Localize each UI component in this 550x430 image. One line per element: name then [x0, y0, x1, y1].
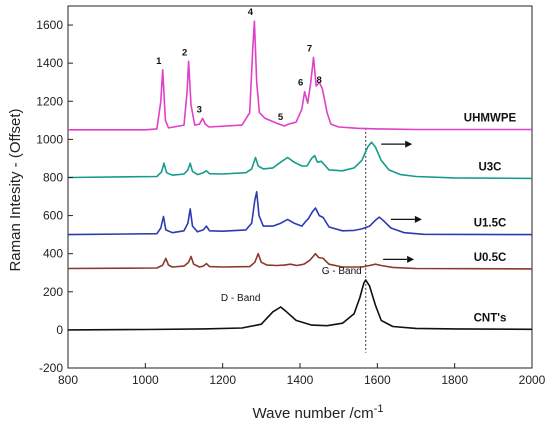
peak-label: 8 [317, 75, 322, 86]
y-tick-label: 200 [43, 285, 63, 299]
x-axis-title: Wave number /cm-1 [253, 403, 384, 422]
x-tick-label: 1800 [441, 373, 468, 387]
y-tick-label: 1000 [36, 132, 63, 146]
y-tick-label: 1600 [36, 18, 63, 32]
plot-area-frame [67, 5, 533, 369]
series-line-u1-5c [67, 191, 533, 236]
peak-label: 7 [307, 43, 312, 54]
x-tick-label: 1200 [209, 373, 236, 387]
y-tick-label: 600 [43, 209, 63, 223]
series-line-uhmwpe [68, 20, 532, 131]
x-tick-label: 1600 [364, 373, 391, 387]
y-tick-label: 0 [56, 323, 63, 337]
x-tick-label: 1400 [287, 373, 314, 387]
x-axis-title-superscript: -1 [374, 403, 384, 415]
y-tick-label: 1200 [36, 94, 63, 108]
x-tick-label: 2000 [519, 373, 546, 387]
shift-arrow-head [405, 140, 413, 148]
y-axis-title: Raman Intesity - (Offset) [7, 108, 24, 271]
peak-label: 1 [156, 56, 162, 67]
series-label-u0-5c: U0.5C [474, 252, 507, 264]
y-tick-label: 1400 [36, 56, 63, 70]
peak-label: 4 [248, 7, 254, 18]
band-label: G - Band [322, 266, 362, 277]
band-label: D - Band [221, 293, 260, 304]
peak-label: 6 [298, 78, 303, 89]
series-label-u3c: U3C [478, 161, 501, 173]
y-tick-label: -200 [39, 361, 63, 375]
x-tick-label: 800 [58, 373, 78, 387]
series-line-u0-5c [67, 252, 533, 270]
peak-label: 2 [182, 47, 187, 58]
series-label-u1-5c: U1.5C [474, 218, 507, 230]
peak-label: 5 [278, 112, 284, 123]
x-tick-label: 1000 [132, 373, 159, 387]
y-tick-label: 800 [43, 170, 63, 184]
shift-arrow-head [414, 215, 422, 223]
y-tick-label: 400 [43, 247, 63, 261]
series-label-uhmwpe: UHMWPE [464, 112, 517, 124]
series-line-u3c [67, 141, 533, 180]
x-axis-title-main: Wave number /cm [253, 405, 374, 422]
shift-arrow-head [407, 255, 415, 263]
peak-label: 3 [197, 104, 202, 115]
series-label-cnt-s: CNT's [474, 312, 507, 324]
series-line-cnt-s [67, 279, 533, 331]
